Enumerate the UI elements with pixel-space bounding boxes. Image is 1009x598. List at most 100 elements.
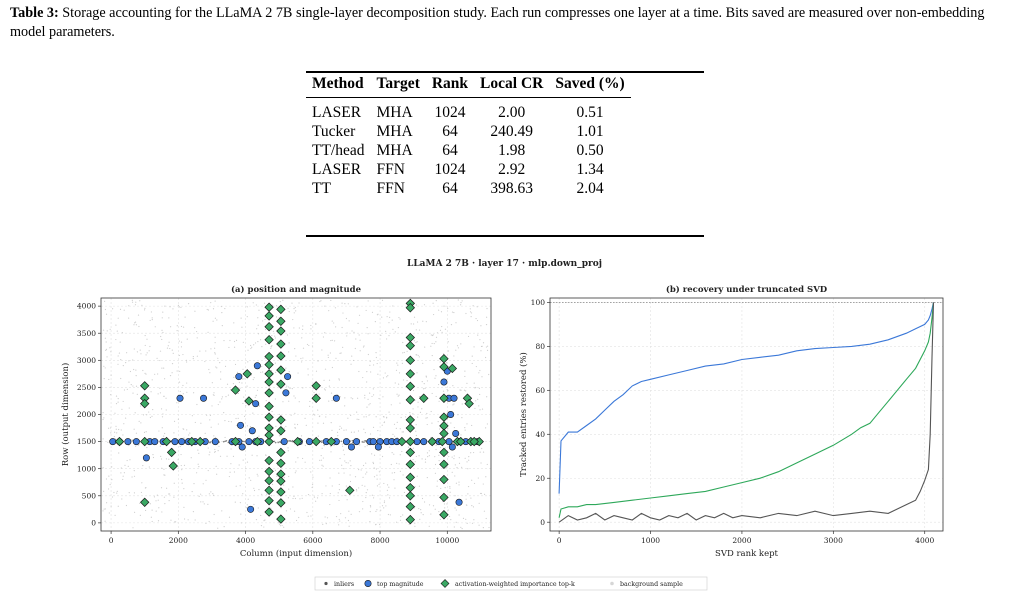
background-sample-dot [146,352,148,354]
background-sample-dot [464,370,466,372]
background-sample-dot [440,311,443,313]
background-sample-dot [171,372,173,374]
importance-point [469,436,479,447]
background-sample-dot [432,505,435,507]
background-sample-dot [386,489,388,491]
background-sample-dot [428,504,431,506]
background-sample-dot [401,450,403,453]
background-sample-dot [342,346,344,348]
background-sample-dot [374,321,376,323]
background-sample-dot [121,332,123,334]
background-sample-dot [419,518,421,520]
background-sample-dot [270,370,273,372]
background-sample-dot [432,313,435,316]
background-sample-dot [216,319,218,321]
background-sample-dot [178,306,181,308]
importance-point [311,381,321,391]
background-sample-dot [412,408,414,410]
background-sample-dot [257,507,259,509]
background-sample-dot [399,402,401,404]
background-sample-dot [177,459,179,461]
background-sample-dot [118,452,120,454]
background-sample-dot [368,414,370,416]
background-sample-dot [152,408,154,411]
background-sample-dot [424,346,426,348]
background-sample-dot [307,374,309,376]
cell-target: MHA [376,104,413,121]
background-sample-dot [160,455,162,457]
legend-importance-marker [440,579,450,588]
background-sample-dot [345,429,347,431]
background-sample-dot [331,320,333,322]
background-sample-dot [396,437,398,439]
importance-point [439,393,449,403]
background-sample-dot [317,435,319,437]
background-sample-dot [214,300,216,302]
background-sample-dot [286,334,289,336]
background-sample-dot [164,305,166,307]
background-sample-dot [434,472,437,474]
background-sample-dot [398,463,400,465]
background-sample-dot [183,464,186,467]
importance-point [276,365,286,375]
background-sample-dot [401,431,403,433]
background-sample-dot [313,391,315,394]
background-sample-dot [476,306,478,308]
background-sample-dot [418,356,420,358]
background-sample-dot [158,507,160,509]
background-sample-dot [225,396,227,398]
background-sample-dot [486,349,489,351]
importance-point [345,485,355,496]
background-sample-dot [241,382,243,384]
background-sample-dot [425,417,427,419]
background-sample-dot [212,308,215,310]
background-sample-dot [424,458,427,460]
background-sample-dot [475,400,477,402]
background-sample-dot [181,469,183,471]
background-sample-dot [366,471,368,473]
background-sample-dot [369,433,372,435]
background-sample-dot [420,512,422,514]
background-sample-dot [173,496,175,498]
background-sample-dot [383,482,385,485]
background-sample-dot [417,354,419,357]
background-sample-dot [161,467,163,469]
background-sample-dot [412,413,414,415]
background-sample-dot [243,415,246,417]
background-sample-dot [139,502,141,504]
background-sample-dot [117,398,119,400]
background-sample-dot [207,309,210,311]
background-sample-dot [348,525,350,527]
background-sample-dot [299,498,301,500]
background-sample-dot [465,498,467,500]
background-sample-dot [451,456,453,458]
background-sample-dot [310,324,312,327]
background-sample-dot [365,416,367,418]
background-sample-dot [218,445,220,447]
background-sample-dot [391,472,393,474]
magnitude-point [450,394,458,402]
background-sample-dot [205,522,207,525]
importance-point [276,498,286,508]
background-sample-dot [345,462,347,464]
background-sample-dot [246,425,249,427]
background-sample-dot [176,325,178,327]
background-sample-dot [369,392,371,394]
background-sample-dot [417,406,419,408]
background-sample-dot [106,330,108,332]
background-sample-dot [294,497,297,500]
inlier-dot [273,440,275,443]
recovery-x-tick-label: 2000 [732,536,751,545]
background-sample-dot [204,432,206,434]
background-sample-dot [254,396,256,398]
background-sample-dot [440,487,442,490]
background-sample-dot [301,361,303,363]
background-sample-dot [279,525,282,527]
background-sample-dot [393,479,395,481]
background-sample-dot [396,362,398,364]
background-sample-dot [287,307,289,309]
background-sample-dot [479,451,481,453]
background-sample-dot [158,430,160,432]
background-sample-dot [453,455,455,457]
importance-point [140,398,150,409]
